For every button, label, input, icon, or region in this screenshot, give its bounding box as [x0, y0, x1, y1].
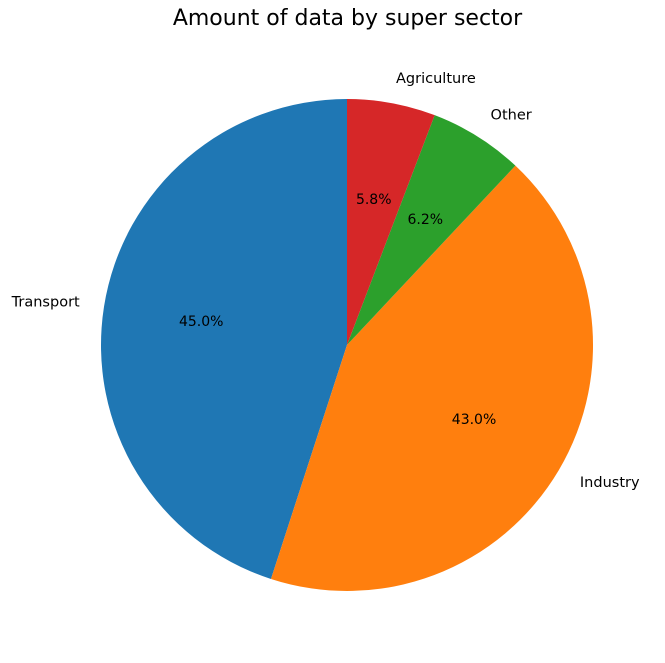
- pie-slice-industry: [270, 165, 594, 592]
- slice-label-transport: Transport: [11, 295, 80, 311]
- chart-title: Amount of data by super sector: [172, 6, 523, 31]
- pie-slice-agriculture: [347, 99, 435, 345]
- slice-percent-agriculture: 5.8%: [356, 192, 392, 208]
- pie-slice-transport: [100, 99, 348, 579]
- slice-percent-transport: 45.0%: [179, 314, 223, 330]
- slice-label-other: Other: [491, 108, 532, 124]
- slice-percent-industry: 43.0%: [452, 412, 496, 428]
- slice-label-industry: Industry: [580, 475, 640, 491]
- slice-percent-other: 6.2%: [408, 212, 444, 228]
- slice-label-agriculture: Agriculture: [396, 71, 476, 87]
- pie-slice-other: [347, 115, 516, 345]
